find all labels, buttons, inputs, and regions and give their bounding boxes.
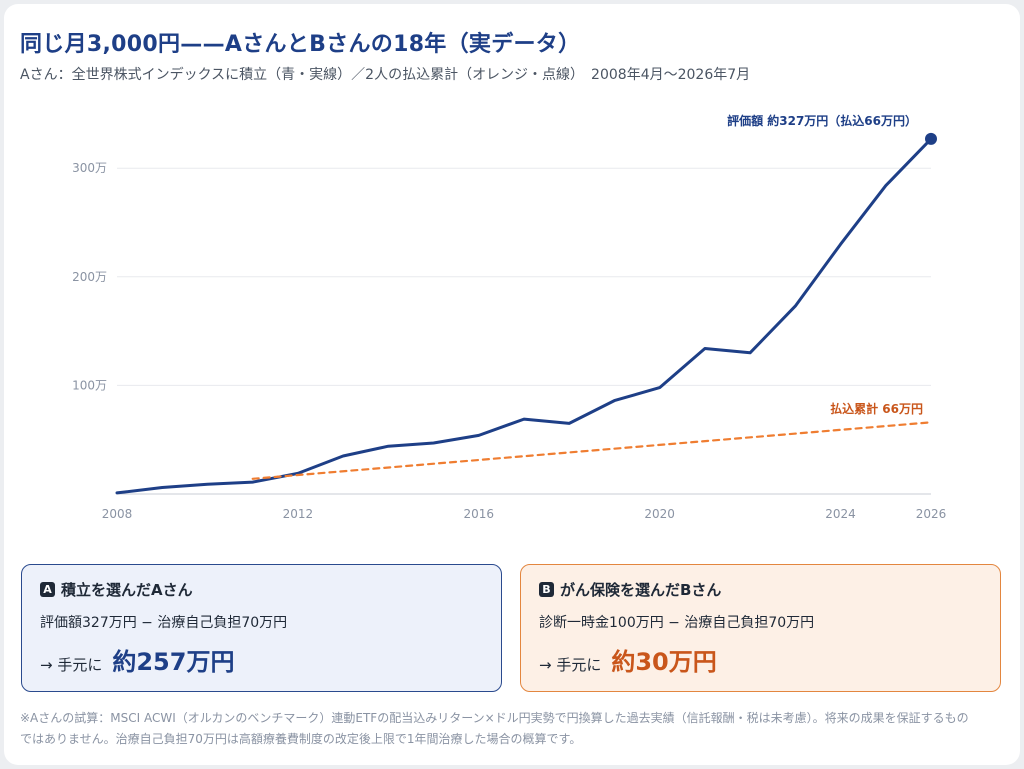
card-a-heading: 積立を選んだAさん [61, 581, 193, 599]
card-a-detail: 評価額327万円 − 治療自己負担70万円 [40, 615, 288, 631]
x-tick-label: 2008 [102, 507, 133, 521]
card-a-result: → 手元に 約257万円 [40, 642, 483, 677]
page-subtitle: Aさん：全世界株式インデックスに積立（青・実線）／2人の払込累計（オレンジ・点線… [20, 67, 751, 83]
card-b-result: → 手元に 約30万円 [539, 642, 982, 677]
payment-cumulative-line [251, 421, 933, 480]
card-b-heading: がん保険を選んだBさん [560, 581, 722, 599]
y-tick-label: 100万 [72, 378, 107, 392]
card-b: B がん保険を選んだBさん 診断一時金100万円 − 治療自己負担70万円 → … [520, 564, 1001, 692]
x-tick-label: 2026 [916, 507, 947, 521]
x-tick-label: 2024 [825, 507, 856, 521]
card-b-heading-row: B がん保険を選んだBさん [539, 579, 982, 600]
card-b-detail: 診断一時金100万円 − 治療自己負担70万円 [539, 615, 815, 631]
card-a-result-prefix: → 手元に [40, 656, 103, 674]
valuation-end-point [925, 132, 937, 145]
valuation-end-label: 評価額 約327万円（払込66万円） [727, 113, 917, 128]
card-a-result-value: 約257万円 [112, 648, 235, 676]
line-chart: 100万 200万 300万 2008 2012 2016 2020 2024 2026 評価… [72, 113, 947, 521]
y-tick-label: 300万 [72, 161, 107, 175]
badge-b: B [539, 582, 554, 597]
x-tick-label: 2020 [644, 507, 675, 521]
badge-a: A [40, 582, 55, 597]
payment-end-label: 払込累計 66万円 [830, 401, 923, 416]
card-b-result-value: 約30万円 [611, 648, 717, 676]
card-a: A 積立を選んだAさん 評価額327万円 − 治療自己負担70万円 → 手元に … [21, 564, 502, 692]
valuation-line [115, 137, 933, 495]
page-title: 同じ月3,000円——AさんとBさんの18年（実データ） [20, 32, 581, 57]
x-tick-label: 2016 [464, 507, 495, 521]
card-b-result-prefix: → 手元に [539, 656, 602, 674]
footnote: ※Aさんの試算：MSCI ACWI（オルカンのベンチマーク）連動ETFの配当込み… [20, 711, 969, 746]
x-tick-label: 2012 [283, 507, 314, 521]
y-tick-label: 200万 [72, 270, 107, 284]
card-a-heading-row: A 積立を選んだAさん [40, 579, 483, 600]
